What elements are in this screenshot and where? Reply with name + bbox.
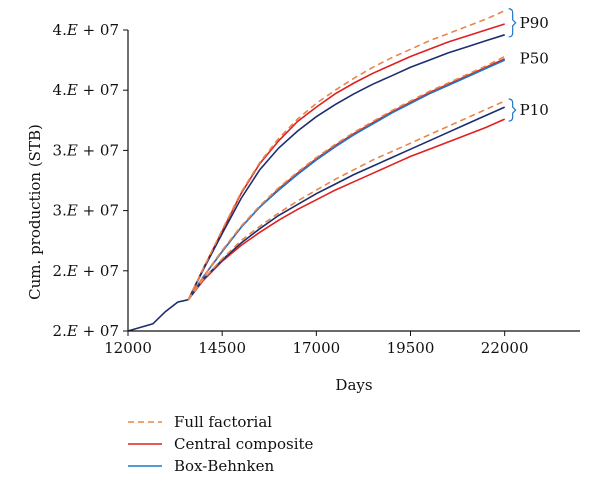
series-line-p90-box-behnken — [187, 34, 505, 301]
series-line-p50-box-behnken — [187, 59, 506, 301]
y-tick-label: 3.E + 07 — [53, 141, 119, 159]
x-tick-label: 19500 — [387, 339, 435, 357]
x-tick-label: 17000 — [292, 339, 340, 357]
annotation-p10: P10 — [520, 101, 549, 119]
series-group — [127, 9, 506, 332]
x-tick-label: 14500 — [198, 339, 246, 357]
x-axis-title: Days — [335, 376, 372, 394]
y-axis-title: Cum. production (STB) — [26, 124, 44, 300]
x-tick-label: 22000 — [481, 339, 529, 357]
series-line-p10-full-factorial — [187, 100, 506, 301]
legend-label-box-behnken: Box-Behnken — [174, 457, 275, 475]
annotations: P90 P50 P10 — [508, 8, 549, 122]
series-line-p10-central-composite — [187, 118, 506, 301]
y-tick-label: 3.E + 07 — [53, 202, 119, 220]
legend: Full factorial Central composite Box-Behnk… — [128, 413, 314, 475]
x-tick-label: 12000 — [104, 339, 152, 357]
legend-label-full-factorial: Full factorial — [174, 413, 272, 431]
y-tick-label: 2.E + 07 — [53, 262, 119, 280]
legend-label-central-composite: Central composite — [174, 435, 314, 453]
axes: 12000 14500 17000 19500 22000 2.E + 07 2.E + 0… — [53, 21, 580, 357]
y-tick-label: 4.E + 07 — [53, 21, 119, 39]
series-line-p90-central-composite — [187, 23, 505, 301]
annotation-bracket-p10 — [508, 98, 517, 122]
series-line-p50-full-factorial — [187, 55, 506, 301]
y-tick-label: 2.E + 07 — [53, 322, 119, 340]
series-line-p50-central-composite — [187, 58, 506, 301]
series-line-p10-box-behnken — [187, 106, 506, 301]
annotation-p90: P90 — [520, 14, 549, 32]
annotation-p50: P50 — [520, 49, 549, 67]
series-line-shared-start — [127, 298, 189, 332]
series-line-p90-full-factorial — [187, 9, 506, 301]
annotation-bracket-p90 — [508, 8, 517, 38]
y-tick-label: 4.E + 07 — [53, 81, 119, 99]
